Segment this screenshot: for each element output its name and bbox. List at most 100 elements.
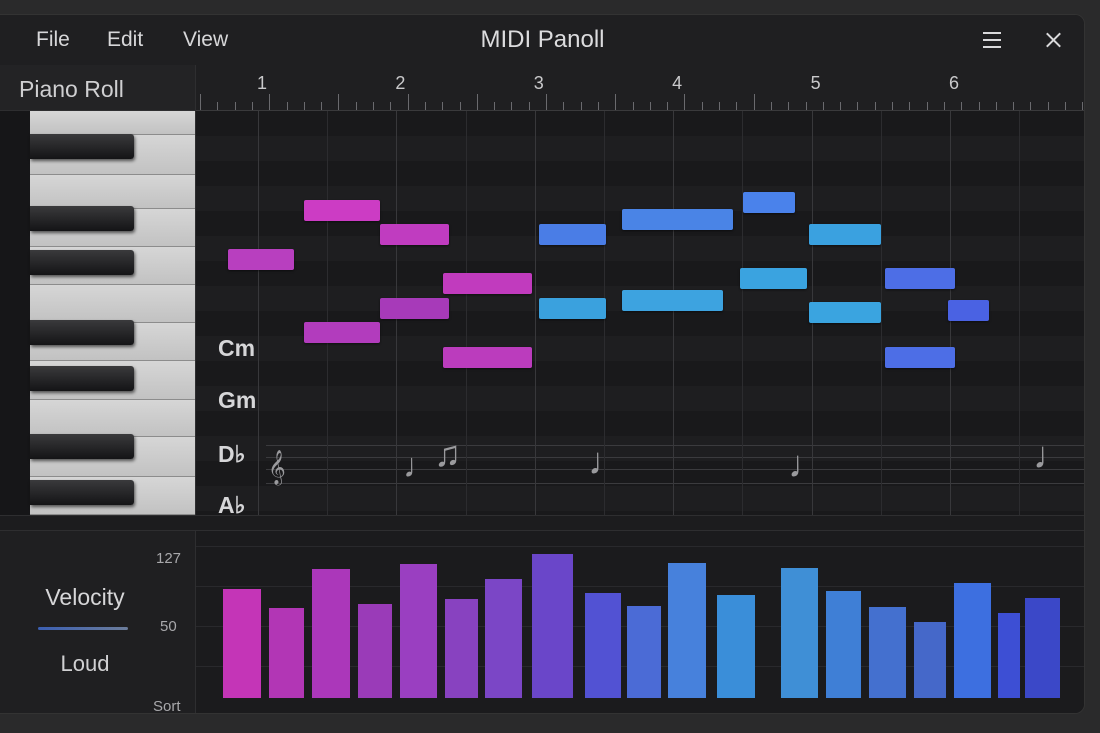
ruler-tick xyxy=(580,102,582,110)
ruler-tick xyxy=(1065,102,1066,110)
midi-note[interactable] xyxy=(539,297,606,319)
velocity-bar[interactable] xyxy=(998,613,1020,698)
grid-lane xyxy=(196,386,1084,411)
grid-beat-line xyxy=(742,111,744,515)
velocity-bar[interactable] xyxy=(826,590,861,698)
grid-lane xyxy=(196,111,1084,136)
midi-note[interactable] xyxy=(442,346,533,368)
piano-white-key[interactable] xyxy=(30,285,195,323)
midi-note[interactable] xyxy=(380,224,450,245)
midi-note[interactable] xyxy=(622,209,734,231)
piano-black-key[interactable] xyxy=(30,250,134,275)
midi-note[interactable] xyxy=(809,302,882,324)
chord-label-cm: Cm xyxy=(218,335,256,361)
ruler-tick xyxy=(303,102,305,110)
velocity-bar[interactable] xyxy=(312,568,350,698)
menu-edit[interactable]: Edit xyxy=(107,28,144,51)
note-grid[interactable]: 𝄞 ♩ ♫ ♩ ♩ ♩ Cm Gm D♭ A♭ xyxy=(196,111,1084,515)
ruler-tick xyxy=(1013,102,1015,110)
ruler-bar-number: 1 xyxy=(256,73,268,93)
velocity-bar[interactable] xyxy=(485,578,522,698)
velocity-bar[interactable] xyxy=(869,607,906,698)
midi-note[interactable] xyxy=(304,199,381,221)
midi-note[interactable] xyxy=(742,192,796,214)
midi-note[interactable] xyxy=(622,290,724,312)
ruler-tick xyxy=(684,94,686,110)
velocity-bar[interactable] xyxy=(269,608,304,698)
timeline-ruler[interactable]: 1 2 3 4 5 6 xyxy=(196,65,1084,111)
velocity-bar[interactable] xyxy=(954,582,991,698)
grid-lane xyxy=(196,161,1084,186)
velocity-scale-mid: 50 xyxy=(160,618,177,635)
piano-black-key[interactable] xyxy=(30,206,134,231)
quarter-note-icon: ♩ xyxy=(1033,435,1071,477)
ruler-tick xyxy=(217,102,219,110)
piano-keyboard xyxy=(0,111,196,515)
velocity-mode[interactable]: Loud xyxy=(60,651,110,676)
grid-lane xyxy=(196,411,1084,436)
hamburger-icon[interactable] xyxy=(979,27,1005,53)
ruler-tick xyxy=(667,102,669,110)
velocity-bar[interactable] xyxy=(1025,598,1060,698)
piano-black-key[interactable] xyxy=(30,434,134,459)
piano-white-key[interactable] xyxy=(30,175,195,209)
piano-black-key[interactable] xyxy=(30,366,134,391)
midi-note[interactable] xyxy=(809,224,882,245)
piano-black-key[interactable] xyxy=(30,134,134,159)
grid-beat-line xyxy=(534,111,536,515)
piano-black-key[interactable] xyxy=(30,480,134,505)
velocity-lane[interactable] xyxy=(196,531,1084,713)
ruler-tick xyxy=(909,102,911,110)
piano-white-key[interactable] xyxy=(30,400,195,437)
midi-note[interactable] xyxy=(304,322,381,343)
ruler-bar-number: 6 xyxy=(948,73,960,93)
midi-note[interactable] xyxy=(947,299,990,321)
menu-bar: File Edit View MIDI Panoll xyxy=(0,15,1084,66)
midi-note[interactable] xyxy=(885,346,955,368)
grid-lane xyxy=(196,436,1084,461)
ruler-bar-number: 2 xyxy=(395,73,406,93)
velocity-gridline xyxy=(196,546,1084,547)
ruler-tick xyxy=(476,94,478,110)
velocity-bar[interactable] xyxy=(668,562,706,698)
velocity-bar[interactable] xyxy=(223,588,261,698)
ruler-tick xyxy=(788,102,790,110)
midi-note[interactable] xyxy=(539,224,606,245)
ruler-tick xyxy=(546,94,547,110)
staff-line xyxy=(266,483,1084,484)
velocity-bar[interactable] xyxy=(717,595,755,698)
menu-view[interactable]: View xyxy=(183,28,229,51)
ruler-tick xyxy=(1030,102,1032,110)
velocity-bar[interactable] xyxy=(914,622,946,698)
velocity-bar[interactable] xyxy=(445,599,478,698)
staff-line xyxy=(266,445,1084,446)
chord-label-db: D♭ xyxy=(218,441,246,467)
velocity-panel: 127 50 Sort Velocity Loud xyxy=(0,531,196,713)
ruler-tick xyxy=(978,102,980,110)
midi-note[interactable] xyxy=(885,268,955,290)
grid-lane xyxy=(196,461,1084,486)
midi-note[interactable] xyxy=(380,297,450,319)
panel-divider[interactable] xyxy=(0,515,1084,531)
ruler-tick xyxy=(390,102,392,110)
velocity-bar[interactable] xyxy=(400,563,437,698)
velocity-bar[interactable] xyxy=(781,567,818,698)
menu-file[interactable]: File xyxy=(36,28,70,51)
midi-note[interactable] xyxy=(740,268,807,290)
midi-note[interactable] xyxy=(228,248,295,270)
ruler-tick xyxy=(511,102,513,110)
velocity-bar[interactable] xyxy=(532,553,573,698)
velocity-bar[interactable] xyxy=(585,592,621,698)
piano-roll-header: Piano Roll xyxy=(0,65,196,111)
ruler-tick xyxy=(943,102,945,110)
velocity-bar[interactable] xyxy=(358,604,392,698)
close-icon[interactable] xyxy=(1040,27,1066,53)
piano-white-key[interactable] xyxy=(30,111,195,135)
ruler-tick xyxy=(840,102,842,110)
piano-black-key[interactable] xyxy=(30,320,134,345)
midi-note[interactable] xyxy=(442,273,533,294)
ruler-tick xyxy=(1082,102,1084,110)
velocity-bar[interactable] xyxy=(627,606,661,698)
grid-lane xyxy=(196,236,1084,261)
